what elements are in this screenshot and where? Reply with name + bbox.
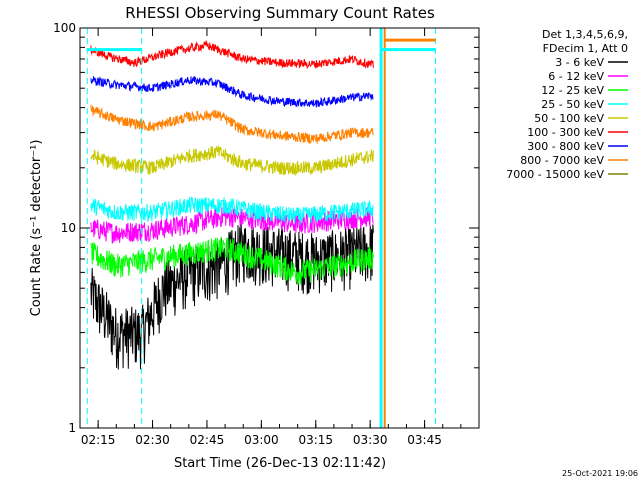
y-tick-label: 10 [61, 221, 76, 235]
x-tick-label: 03:45 [407, 433, 442, 447]
y-axis-label: Count Rate (s⁻¹ detector⁻¹) [29, 140, 44, 317]
x-tick-label: 03:30 [353, 433, 388, 447]
y-axis-ticks: 1 10 100 [53, 21, 479, 435]
legend-entry-label: 100 - 300 keV [527, 126, 604, 139]
legend-header: FDecim 1, Att 0 [543, 42, 628, 55]
x-axis-label: Start Time (26-Dec-13 02:11:42) [174, 456, 386, 471]
y-tick-label: 1 [68, 421, 76, 435]
legend-entry-label: 7000 - 15000 keV [506, 168, 604, 181]
x-axis-ticks: 02:15 02:30 02:45 03:00 03:15 03:30 03:45 [81, 28, 480, 447]
x-tick-label: 02:15 [81, 433, 116, 447]
legend-entry-label: 3 - 6 keV [555, 56, 604, 69]
series-line [90, 39, 374, 70]
series-line [90, 145, 374, 177]
series-line [90, 206, 374, 244]
series-line [90, 196, 374, 225]
legend-entry-label: 12 - 25 keV [541, 84, 604, 97]
legend-entry-label: 25 - 50 keV [541, 98, 604, 111]
series-line [90, 104, 374, 145]
x-tick-label: 02:30 [135, 433, 170, 447]
legend-entry-label: 300 - 800 keV [527, 140, 604, 153]
legend-entry-label: 800 - 7000 keV [520, 154, 604, 167]
x-tick-label: 02:45 [190, 433, 225, 447]
x-tick-label: 03:00 [244, 433, 279, 447]
series-layer [90, 39, 374, 370]
legend-entry-label: 50 - 100 keV [534, 112, 604, 125]
legend-entry-label: 6 - 12 keV [548, 70, 604, 83]
series-line [90, 223, 374, 370]
series-line [90, 236, 374, 285]
footer-timestamp: 25-Oct-2021 19:06 [562, 469, 638, 478]
legend-header: Det 1,3,4,5,6,9, [542, 28, 628, 41]
series-line [90, 76, 374, 108]
chart-title: RHESSI Observing Summary Count Rates [125, 4, 435, 22]
x-tick-label: 03:15 [298, 433, 333, 447]
legend: Det 1,3,4,5,6,9,FDecim 1, Att 03 - 6 keV… [506, 28, 628, 181]
y-tick-label: 100 [53, 21, 76, 35]
